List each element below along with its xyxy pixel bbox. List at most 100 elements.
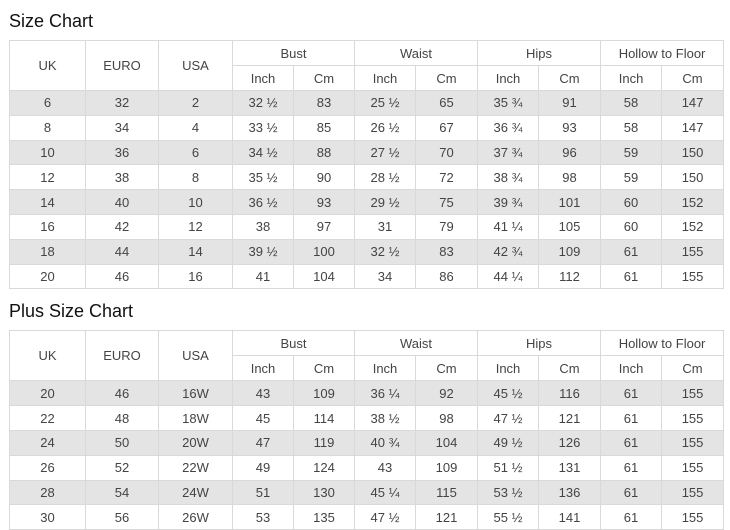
table-cell: 147 <box>661 114 725 141</box>
table-cell: 8 <box>158 164 233 191</box>
table-row: 28 54 24W 51 130 45 ¼ 115 53 ½ 136 61 155 <box>9 479 725 506</box>
table-cell: 155 <box>661 238 725 265</box>
table-cell: 61 <box>600 454 663 481</box>
table-cell: 25 ½ <box>354 90 417 116</box>
table-cell: 101 <box>538 189 602 215</box>
table-cell: 109 <box>415 454 479 481</box>
table-cell: 155 <box>661 263 725 290</box>
table-cell: 22W <box>158 454 233 481</box>
table-cell: 26W <box>158 504 233 530</box>
table-cell: 59 <box>600 139 663 166</box>
table-cell: 93 <box>292 189 356 215</box>
table-cell: 43 <box>354 454 417 481</box>
table-cell: 32 <box>85 90 159 116</box>
column-group-waist: Waist <box>354 330 479 357</box>
table-cell: 56 <box>85 504 159 530</box>
table-cell: 61 <box>600 238 663 265</box>
table-cell: 27 ½ <box>354 139 417 166</box>
column-group-hollow-to-floor: Hollow to Floor <box>600 330 725 357</box>
table-cell: 109 <box>292 380 356 407</box>
table-cell: 155 <box>661 380 725 407</box>
subheader-hips-inch: Inch <box>477 355 540 382</box>
subheader-bust-inch: Inch <box>232 65 294 91</box>
table-cell: 155 <box>661 429 725 456</box>
table-cell: 61 <box>600 479 663 506</box>
table-cell: 34 <box>85 114 159 141</box>
table-cell: 112 <box>538 263 602 290</box>
table-cell: 31 <box>354 213 417 240</box>
table-row: 16 42 12 38 97 31 79 41 ¼ 105 60 152 <box>9 213 725 240</box>
table-cell: 109 <box>538 238 602 265</box>
column-header-euro: EURO <box>85 330 159 382</box>
column-group-bust: Bust <box>231 330 356 357</box>
subheader-waist-cm: Cm <box>415 355 479 382</box>
table-cell: 24W <box>158 479 233 506</box>
column-header-uk: UK <box>9 40 86 91</box>
table-row: 10 36 6 34 ½ 88 27 ½ 70 37 ¾ 96 59 150 <box>9 139 725 166</box>
subheader-hollow-inch: Inch <box>600 65 663 91</box>
table-cell: 10 <box>9 139 86 166</box>
table-cell: 36 ½ <box>232 189 294 215</box>
table-cell: 50 <box>85 429 159 456</box>
size-chart-table: UK EURO USA Bust Waist Hips Hollow to Fl… <box>9 40 725 290</box>
table-cell: 49 ½ <box>477 429 540 456</box>
table-cell: 53 <box>232 504 294 530</box>
table-cell: 136 <box>538 479 602 506</box>
subheader-bust-inch: Inch <box>232 355 294 382</box>
table-cell: 26 ½ <box>354 114 417 141</box>
table-cell: 20 <box>9 263 86 290</box>
table-cell: 152 <box>661 213 725 240</box>
table-cell: 155 <box>661 405 725 431</box>
table-cell: 32 ½ <box>354 238 417 265</box>
table-cell: 90 <box>292 164 356 191</box>
table-cell: 96 <box>538 139 602 166</box>
table-cell: 141 <box>538 504 602 530</box>
table-cell: 12 <box>158 213 233 240</box>
table-cell: 6 <box>158 139 233 166</box>
table-cell: 91 <box>538 90 602 116</box>
table-cell: 40 ¾ <box>354 429 417 456</box>
table-row: 6 32 2 32 ½ 83 25 ½ 65 35 ¾ 91 58 147 <box>9 90 725 116</box>
table-cell: 34 ½ <box>232 139 294 166</box>
table-cell: 34 <box>354 263 417 290</box>
table-row: 18 44 14 39 ½ 100 32 ½ 83 42 ¾ 109 61 155 <box>9 238 725 265</box>
table-cell: 33 ½ <box>232 114 294 141</box>
table-cell: 18 <box>9 238 86 265</box>
table-cell: 59 <box>600 164 663 191</box>
table-cell: 29 ½ <box>354 189 417 215</box>
table-cell: 92 <box>415 380 479 407</box>
table-cell: 55 ½ <box>477 504 540 530</box>
table-cell: 32 ½ <box>232 90 294 116</box>
table-row: 12 38 8 35 ½ 90 28 ½ 72 38 ¾ 98 59 150 <box>9 164 725 191</box>
table-cell: 41 <box>232 263 294 290</box>
table-cell: 28 ½ <box>354 164 417 191</box>
table-cell: 98 <box>538 164 602 191</box>
table-cell: 18W <box>158 405 233 431</box>
table-cell: 48 <box>85 405 159 431</box>
table-cell: 155 <box>661 454 725 481</box>
table-cell: 49 <box>232 454 294 481</box>
table-cell: 126 <box>538 429 602 456</box>
column-group-waist: Waist <box>354 40 479 66</box>
column-header-uk: UK <box>9 330 86 382</box>
table-cell: 6 <box>9 90 86 116</box>
table-cell: 46 <box>85 380 159 407</box>
table-cell: 20 <box>9 380 86 407</box>
subheader-bust-cm: Cm <box>292 355 356 382</box>
table-cell: 86 <box>415 263 479 290</box>
table-cell: 150 <box>661 139 725 166</box>
subheader-bust-cm: Cm <box>292 65 356 91</box>
table-cell: 54 <box>85 479 159 506</box>
table-cell: 93 <box>538 114 602 141</box>
table-row: 26 52 22W 49 124 43 109 51 ½ 131 61 155 <box>9 454 725 481</box>
table-cell: 45 <box>232 405 294 431</box>
table-row: 20 46 16 41 104 34 86 44 ¼ 112 61 155 <box>9 263 725 290</box>
column-group-hips: Hips <box>477 330 602 357</box>
table-cell: 20W <box>158 429 233 456</box>
table-cell: 58 <box>600 90 663 116</box>
table-row: 22 48 18W 45 114 38 ½ 98 47 ½ 121 61 155 <box>9 405 725 431</box>
column-group-hips: Hips <box>477 40 602 66</box>
table-cell: 39 ½ <box>232 238 294 265</box>
table-cell: 24 <box>9 429 86 456</box>
plus-size-chart-title: Plus Size Chart <box>9 301 134 322</box>
